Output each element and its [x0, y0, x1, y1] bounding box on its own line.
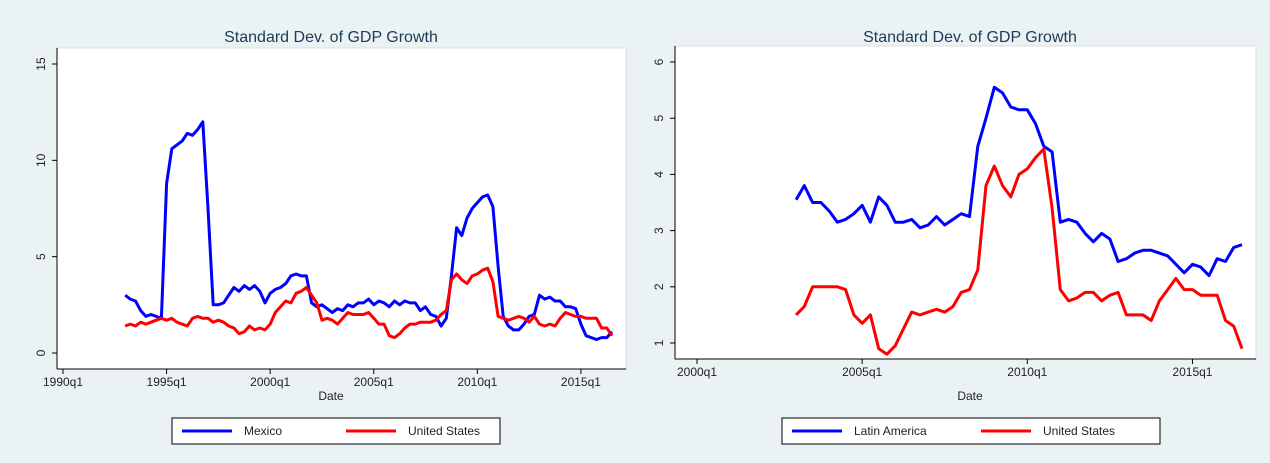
data-line: [124, 120, 614, 341]
legend-label: Latin America: [854, 424, 927, 438]
data-line: [124, 266, 614, 340]
y-tick-label: 6: [652, 58, 666, 65]
y-tick-label: 10: [34, 153, 48, 167]
y-tick-label: 4: [652, 171, 666, 178]
legend-box: [781, 417, 1161, 445]
x-tick-label: 2005q1: [842, 365, 882, 379]
y-tick-label: 15: [34, 57, 48, 71]
y-tick-label: 3: [652, 227, 666, 234]
y-tick-label: 1: [652, 339, 666, 346]
legend-label: United States: [1043, 424, 1115, 438]
x-tick-label: 2015q1: [561, 375, 601, 389]
x-tick-label: 1995q1: [147, 375, 187, 389]
y-tick-label: 5: [652, 115, 666, 122]
x-tick-label: 2005q1: [354, 375, 394, 389]
data-line: [795, 147, 1244, 356]
legend-label: United States: [408, 424, 480, 438]
chart-title: Standard Dev. of GDP Growth: [224, 29, 438, 46]
chart-title: Standard Dev. of GDP Growth: [863, 29, 1077, 46]
x-tick-label: 2010q1: [1007, 365, 1047, 379]
x-axis-title: Date: [957, 389, 983, 403]
x-tick-label: 2010q1: [457, 375, 497, 389]
x-axis-title: Date: [318, 389, 344, 403]
legend-label: Mexico: [244, 424, 282, 438]
y-tick-label: 0: [34, 349, 48, 356]
x-tick-label: 2015q1: [1172, 365, 1212, 379]
plot-area: [674, 45, 1257, 360]
y-tick-label: 2: [652, 283, 666, 290]
y-tick-label: 5: [34, 253, 48, 260]
data-line: [794, 85, 1243, 278]
x-tick-label: 2000q1: [250, 375, 290, 389]
x-tick-label: 2000q1: [677, 365, 717, 379]
x-tick-label: 1990q1: [43, 375, 83, 389]
